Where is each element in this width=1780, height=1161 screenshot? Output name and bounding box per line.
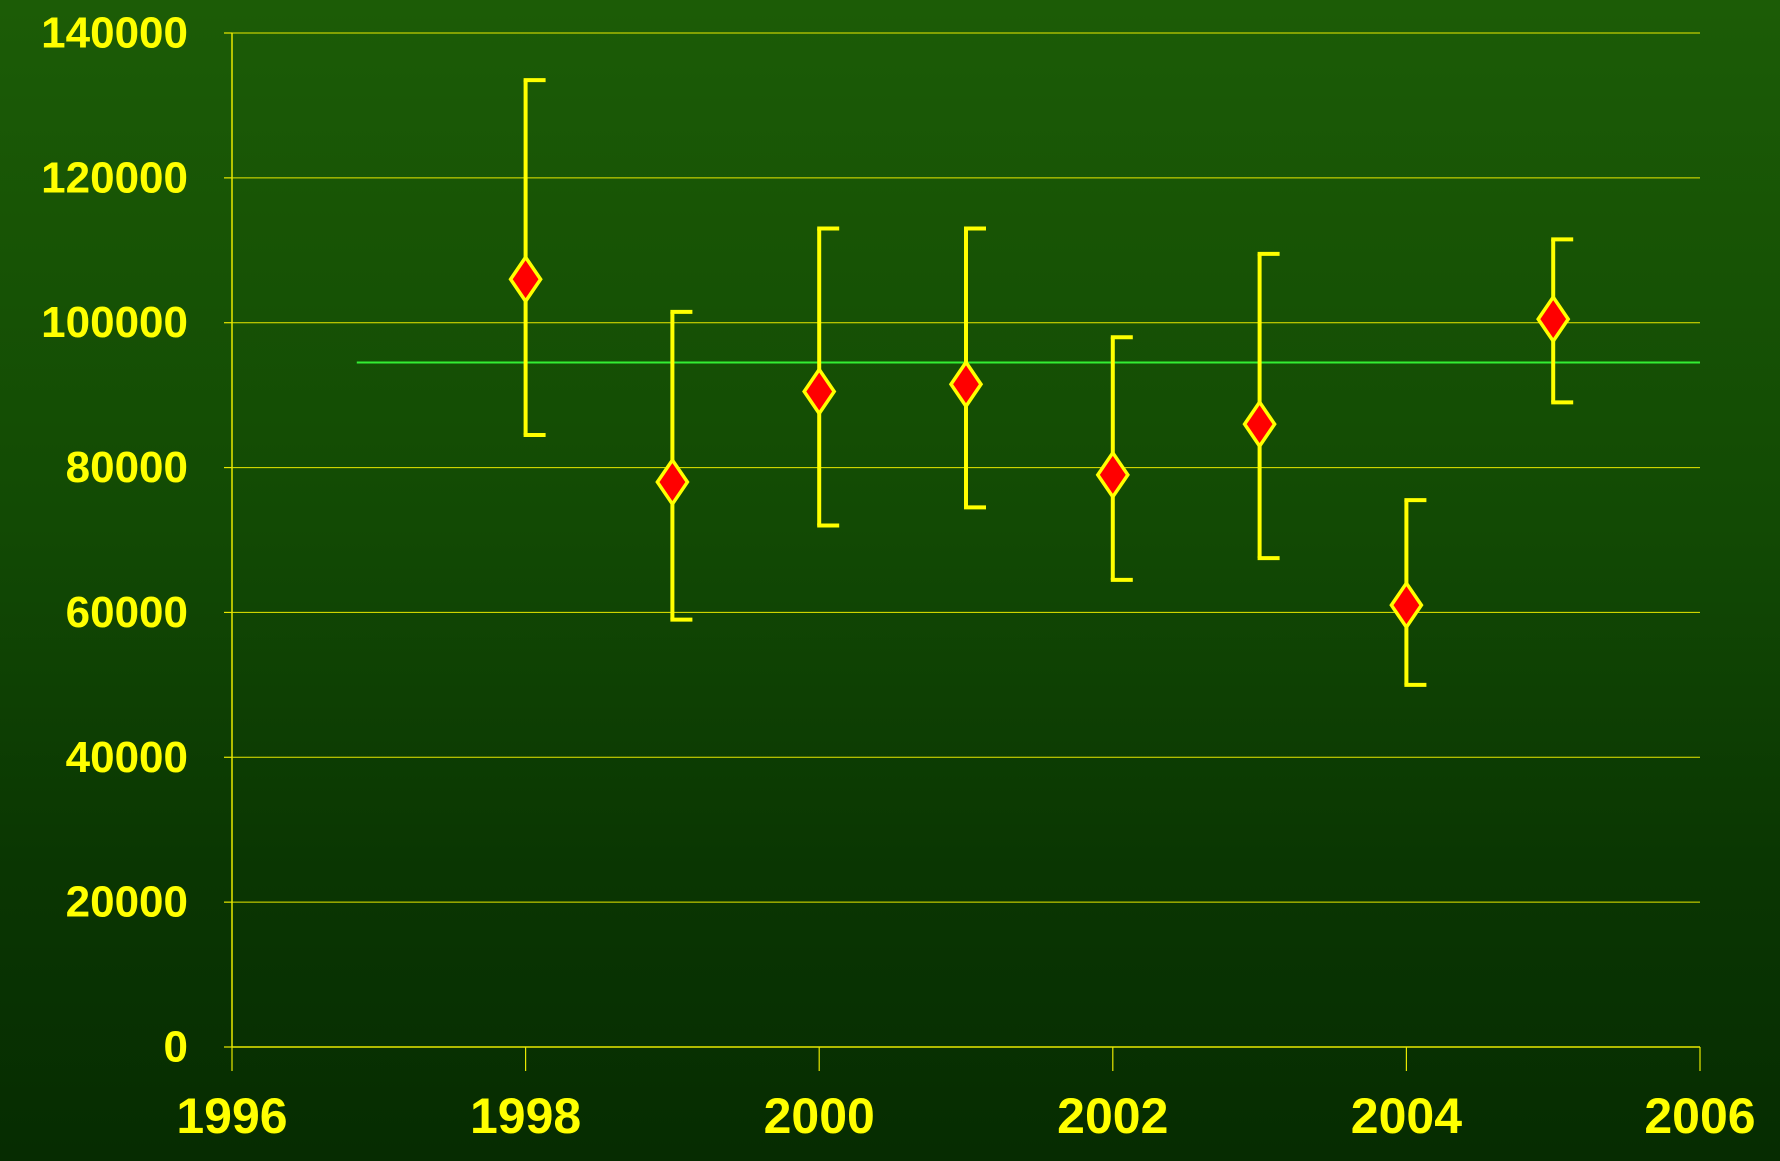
y-tick-label-140000: 140000 xyxy=(41,9,188,58)
x-tick-label-1996: 1996 xyxy=(176,1088,287,1144)
y-tick-label-120000: 120000 xyxy=(41,153,188,202)
axes xyxy=(224,32,1701,1071)
data-point-2000 xyxy=(802,366,837,417)
data-markers xyxy=(508,254,1571,631)
y-tick-label-40000: 40000 xyxy=(66,733,188,782)
y-tick-label-60000: 60000 xyxy=(66,588,188,637)
x-tick-label-1998: 1998 xyxy=(470,1088,581,1144)
y-tick-label-20000: 20000 xyxy=(66,878,188,927)
data-point-2004 xyxy=(1389,580,1424,631)
data-point-2002 xyxy=(1095,449,1130,500)
x-tick-label-2004: 2004 xyxy=(1351,1088,1462,1144)
tick-labels: 0 20000 40000 60000 80000 100000 120000 140000 1… xyxy=(41,9,1755,1145)
y-tick-label-0: 0 xyxy=(164,1023,188,1072)
y-tick-label-80000: 80000 xyxy=(66,443,188,492)
data-point-2001 xyxy=(948,359,984,410)
x-tick-label-2000: 2000 xyxy=(764,1088,875,1144)
x-tick-label-2006: 2006 xyxy=(1644,1088,1755,1144)
data-point-1998 xyxy=(508,254,543,305)
data-point-1999 xyxy=(655,456,690,508)
data-point-2005 xyxy=(1536,293,1571,345)
data-point-2003 xyxy=(1242,399,1277,450)
y-tick-label-100000: 100000 xyxy=(41,298,188,347)
x-tick-label-2002: 2002 xyxy=(1057,1088,1168,1144)
